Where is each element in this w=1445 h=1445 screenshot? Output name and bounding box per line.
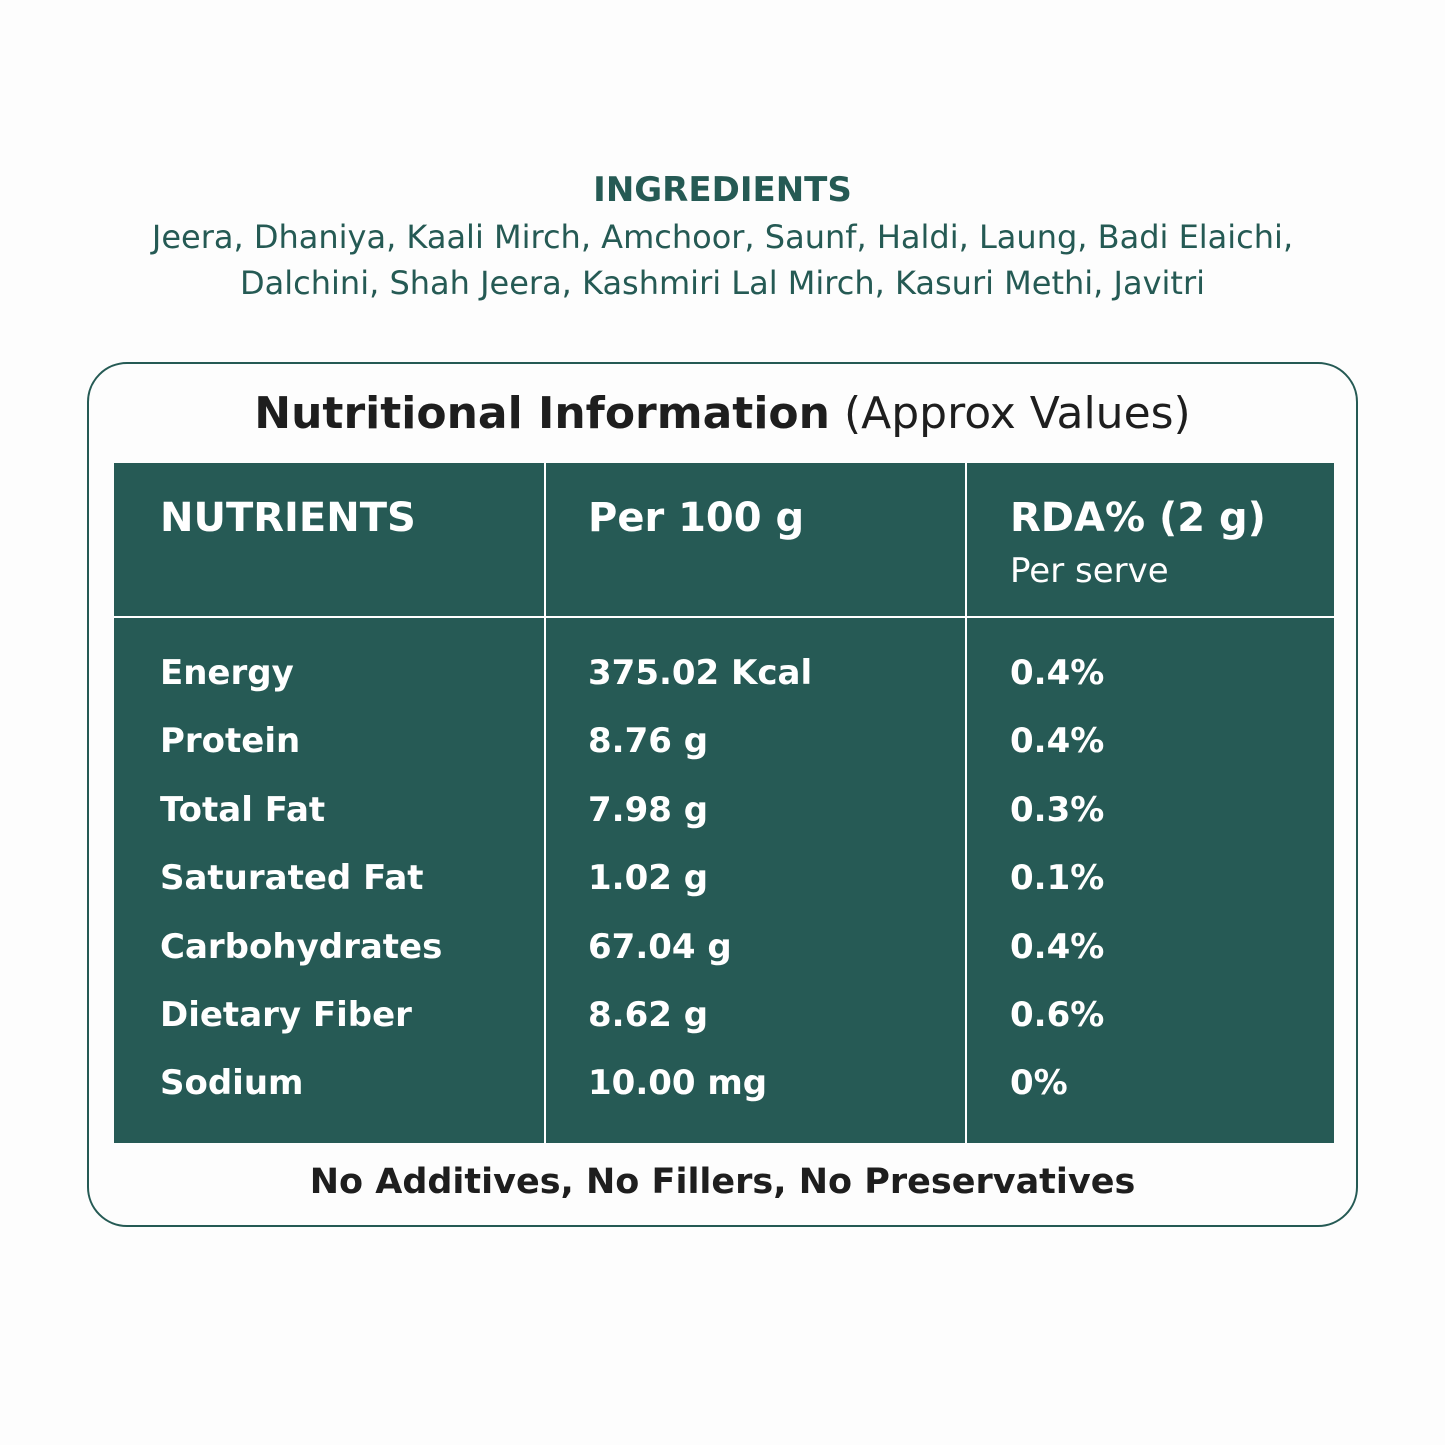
nutrition-table: NUTRIENTS Per 100 g RDA% (2 g) Per serve… [114, 463, 1334, 1143]
table-cell: Energy [160, 653, 294, 693]
table-cell: Protein [160, 721, 301, 762]
ingredients-line: Jeera, Dhaniya, Kaali Mirch, Amchoor, Sa… [151, 218, 1294, 256]
header-cell: Per 100 g [588, 495, 805, 541]
table-cell: 0% [1010, 1063, 1068, 1104]
header-note: Per serve [1010, 551, 1169, 591]
table-cell: 0.3% [1010, 789, 1105, 830]
header-divider [114, 616, 1334, 618]
table-cell: Total Fat [160, 789, 326, 830]
table-cell: Sodium [160, 1063, 304, 1104]
table-cell: Carbohydrates [160, 926, 443, 967]
table-cell: 0.6% [1010, 995, 1105, 1035]
column-divider [544, 463, 546, 1143]
table-cell: 0.4% [1010, 653, 1105, 693]
ingredients-line: Dalchini, Shah Jeera, Kashmiri Lal Mirch… [240, 264, 1205, 302]
table-cell: 10.00 mg [588, 1063, 768, 1104]
table-cell: 7.98 g [588, 789, 709, 830]
nutrition-subtitle: (Approx Values) [843, 388, 1191, 439]
header-cell: NUTRIENTS [160, 495, 416, 541]
table-cell: 0.1% [1010, 858, 1105, 899]
nutrition-heading: Nutritional Information (Approx Values) [87, 388, 1358, 439]
table-cell: 0.4% [1010, 721, 1105, 762]
table-cell: 375.02 Kcal [588, 653, 813, 693]
header-cell: RDA% (2 g) [1010, 495, 1266, 541]
table-cell: 8.76 g [588, 721, 709, 762]
column-divider [965, 463, 967, 1143]
table-cell: 0.4% [1010, 926, 1105, 967]
table-cell: Dietary Fiber [160, 995, 412, 1035]
table-cell: 67.04 g [588, 926, 732, 967]
footer-note: No Additives, No Fillers, No Preservativ… [309, 1162, 1136, 1202]
nutrition-box [87, 362, 1358, 1227]
table-cell: Saturated Fat [160, 858, 424, 899]
table-cell: 1.02 g [588, 858, 709, 899]
nutrition-title: Nutritional Information [254, 388, 830, 439]
table-cell: 8.62 g [588, 995, 709, 1035]
ingredients-title: INGREDIENTS [593, 170, 852, 210]
